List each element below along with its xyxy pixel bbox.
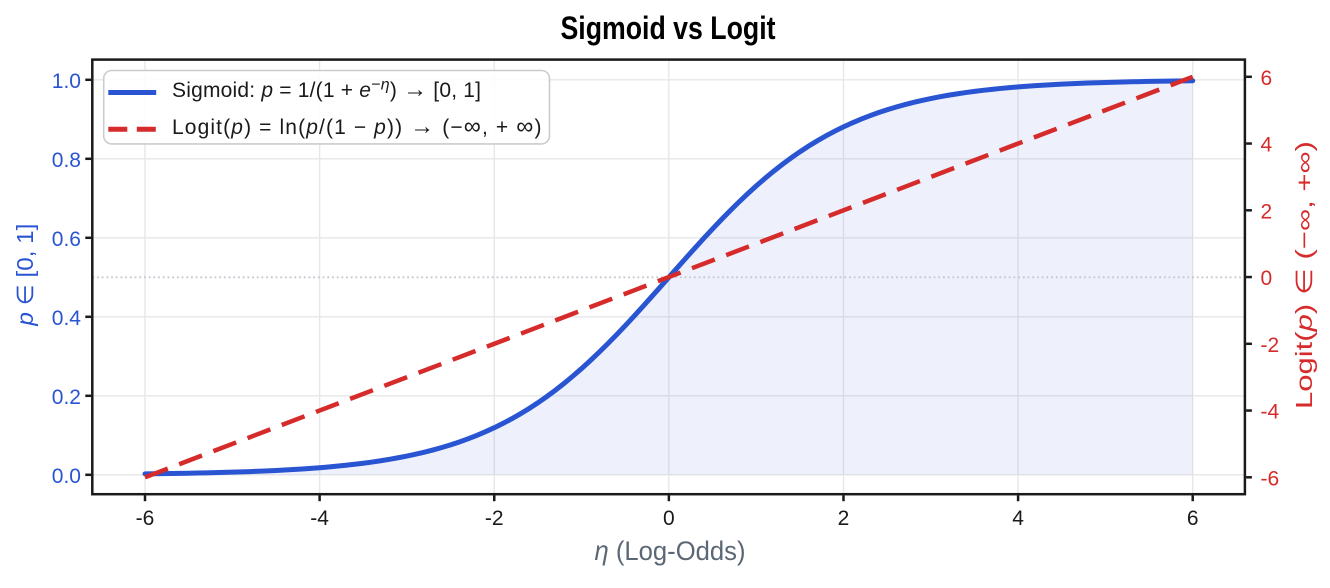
svg-text:-6: -6 [136,507,155,530]
svg-text:-4: -4 [1261,401,1280,424]
svg-text:p ∈ [0, 1]: p ∈ [0, 1] [12,224,38,327]
svg-text:-2: -2 [1261,334,1280,357]
svg-text:2: 2 [838,507,850,530]
svg-text:0: 0 [1261,267,1273,290]
svg-text:Logit(p) = ln(p/(1 − p)) → (−∞: Logit(p) = ln(p/(1 − p)) → (−∞, + ∞) [172,113,543,140]
svg-text:0.4: 0.4 [52,307,82,330]
svg-text:4: 4 [1261,134,1273,157]
svg-text:4: 4 [1012,507,1024,530]
svg-text:-6: -6 [1261,467,1280,490]
svg-text:0.6: 0.6 [52,228,81,251]
svg-text:0.8: 0.8 [52,149,81,172]
svg-text:η (Log-Odds): η (Log-Odds) [595,536,746,566]
svg-text:2: 2 [1261,200,1273,223]
svg-text:6: 6 [1261,67,1273,90]
svg-text:0: 0 [663,507,675,530]
svg-text:Sigmoid vs Logit: Sigmoid vs Logit [561,10,776,46]
svg-text:0.2: 0.2 [52,386,81,409]
svg-text:6: 6 [1187,507,1199,530]
svg-text:-4: -4 [310,507,329,530]
svg-text:0.0: 0.0 [52,465,81,488]
svg-text:Logit(p) ∈ (−∞, +∞): Logit(p) ∈ (−∞, +∞) [1291,141,1317,409]
svg-text:-2: -2 [485,507,504,530]
svg-text:1.0: 1.0 [52,70,81,93]
svg-text:Sigmoid: p = 1/(1 + e−η) → [0,: Sigmoid: p = 1/(1 + e−η) → [0, 1] [172,76,481,103]
